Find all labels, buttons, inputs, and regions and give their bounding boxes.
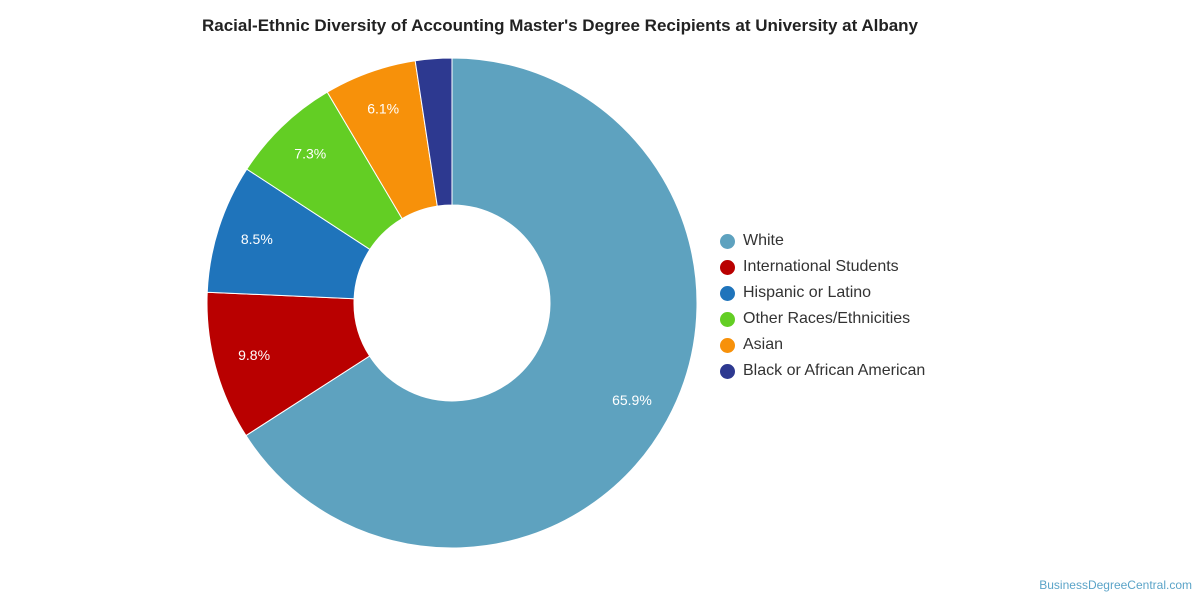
data-label-asian: 6.1% — [367, 101, 399, 117]
slice-black-or-african-american[interactable] — [414, 57, 453, 207]
legend-swatch-icon — [720, 337, 735, 353]
chart-legend: White International Students Hispanic or L… — [720, 228, 925, 384]
legend-swatch-icon — [720, 311, 735, 327]
chart-slices — [206, 57, 698, 549]
legend-item-white[interactable]: White — [720, 228, 925, 254]
legend-label: White — [743, 232, 784, 249]
data-label-white: 65.9% — [612, 392, 652, 408]
data-label-international-students: 9.8% — [238, 347, 270, 363]
data-label-other-races-ethnicities: 7.3% — [294, 146, 326, 162]
legend-swatch-icon — [720, 233, 735, 249]
legend-label: Other Races/Ethnicities — [743, 310, 911, 327]
legend-item-black-or-african-american[interactable]: Black or African American — [720, 358, 925, 384]
legend-swatch-icon — [720, 285, 735, 301]
legend-item-other-races-ethnicities[interactable]: Other Races/Ethnicities — [720, 306, 925, 332]
legend-label: Hispanic or Latino — [743, 284, 872, 301]
legend-swatch-icon — [720, 259, 735, 275]
legend-label: Asian — [743, 336, 784, 353]
legend-item-international-students[interactable]: International Students — [720, 254, 925, 280]
legend-label: Black or African American — [743, 362, 926, 379]
chart-data-labels: 65.9% 9.8% 8.5% 7.3% 6.1% — [238, 101, 652, 408]
legend-swatch-icon — [720, 363, 735, 379]
data-label-hispanic-or-latino: 8.5% — [241, 231, 273, 247]
slice-white[interactable] — [245, 57, 698, 549]
legend-item-asian[interactable]: Asian — [720, 332, 925, 358]
source-credit[interactable]: BusinessDegreeCentral.com — [1039, 578, 1192, 592]
legend-item-hispanic-or-latino[interactable]: Hispanic or Latino — [720, 280, 925, 306]
legend-label: International Students — [743, 258, 899, 275]
chart-title: Racial-Ethnic Diversity of Accounting Ma… — [201, 16, 919, 35]
